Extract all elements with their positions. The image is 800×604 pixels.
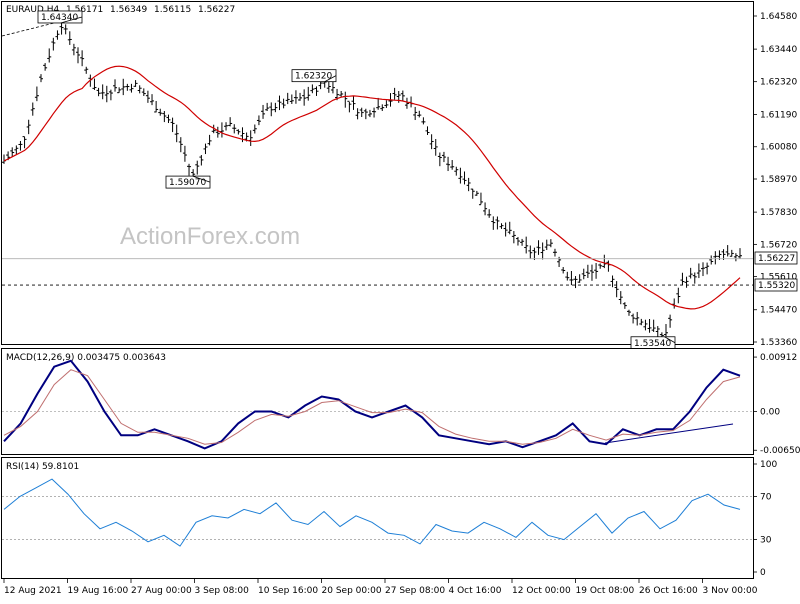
rsi-title: RSI(14) 59.8101 [6,462,79,472]
price-y-tick-label: 1.57830 [760,208,797,218]
price-y-tick-label: 1.64580 [760,12,797,22]
annotation-leader [192,175,211,183]
rsi-series-line [3,478,741,547]
x-tick-label: 3 Sep 08:00 [195,586,250,596]
current-price-tag [754,251,798,265]
x-tick-label: 27 Aug 00:00 [131,586,192,596]
current-price-label: 1.56227 [758,254,795,264]
rsi-y-ticks: 100 70 30 0 [753,460,777,578]
x-tick-label: 20 Sep 00:00 [322,586,382,596]
price-panel [1,1,754,345]
x-tick-label: 10 Sep 16:00 [258,586,318,596]
macd-lines [3,359,741,450]
price-y-tick-label: 1.60080 [760,143,797,153]
price-bars [2,22,742,342]
macd-panel [1,348,754,455]
x-axis: 12 Aug 2021 19 Aug 16:00 27 Aug 00:00 3 Sep… [3,578,758,596]
macd-title: MACD(12,26,9) 0.003475 0.003643 [6,353,166,363]
price-moving-average [3,65,741,310]
annotation-label: 1.64340 [41,13,78,23]
rsi-y-tick-label: 100 [760,460,777,470]
macd-y-ticks: 0.00912 0.00 -0.006506 [2,353,800,456]
macd-divergence-line [604,423,734,444]
price-close: 1.56227 [198,5,235,15]
x-tick-label: 3 Nov 00:00 [703,586,758,596]
x-tick-label: 12 Oct 00:00 [512,586,571,596]
rsi-panel [1,457,754,579]
price-title: EURAUD,H4 [6,5,59,15]
price-y-tick-label: 1.55610 [760,273,797,283]
watermark: ActionForex.com [120,223,300,250]
annotation-leader [60,16,83,24]
price-y-tick-label: 1.56720 [760,240,797,250]
rsi-y-tick-label: 30 [760,536,772,546]
price-y-tick-label: 1.62320 [760,78,797,88]
annotation-leader [664,336,676,344]
rsi-y-tick-label: 0 [760,568,766,578]
annotation-label: 1.53540 [634,339,671,349]
price-y-ticks: 1.64580 1.63440 1.62320 1.61190 1.60080 1.589… [753,12,797,348]
annotation-label: 1.62320 [295,72,332,82]
price-y-tick-label: 1.61190 [760,110,797,120]
x-tick-label: 27 Sep 08:00 [385,586,445,596]
price-y-tick-label: 1.63440 [760,45,797,55]
x-tick-label: 19 Oct 08:00 [576,586,635,596]
macd-y-tick-label: 0.00 [760,407,780,417]
price-annotations: 1.64340 1.59070 1.62320 1.53540 [37,10,676,350]
price-y-tick-label: 1.58970 [760,175,797,185]
rsi-line [3,478,741,547]
x-tick-label: 26 Oct 16:00 [639,586,698,596]
macd-series-line [3,359,741,450]
x-tick-label: 19 Aug 16:00 [68,586,129,596]
macd-y-tick-label: 0.00912 [760,353,797,363]
price-open: 1.56171 [66,5,103,15]
price-high: 1.56349 [110,5,147,15]
annotation-label: 1.59070 [169,178,206,188]
rsi-y-tick-label: 70 [760,492,772,502]
price-y-tick-label: 1.53360 [760,338,797,348]
annotation-leader [324,75,337,83]
macd-y-tick-label: -0.006506 [760,446,800,456]
price-low: 1.56115 [154,5,191,15]
price-y-tick-label: 1.54470 [760,306,797,316]
support-price-tag [754,278,798,292]
x-tick-label: 4 Oct 16:00 [449,586,502,596]
rsi-levels [2,496,753,540]
trend-line [1,19,67,37]
price-ma-line [3,65,741,310]
x-tick-label: 12 Aug 2021 [4,586,62,596]
support-price-label: 1.55320 [758,281,795,291]
signal-series-line [3,369,741,445]
